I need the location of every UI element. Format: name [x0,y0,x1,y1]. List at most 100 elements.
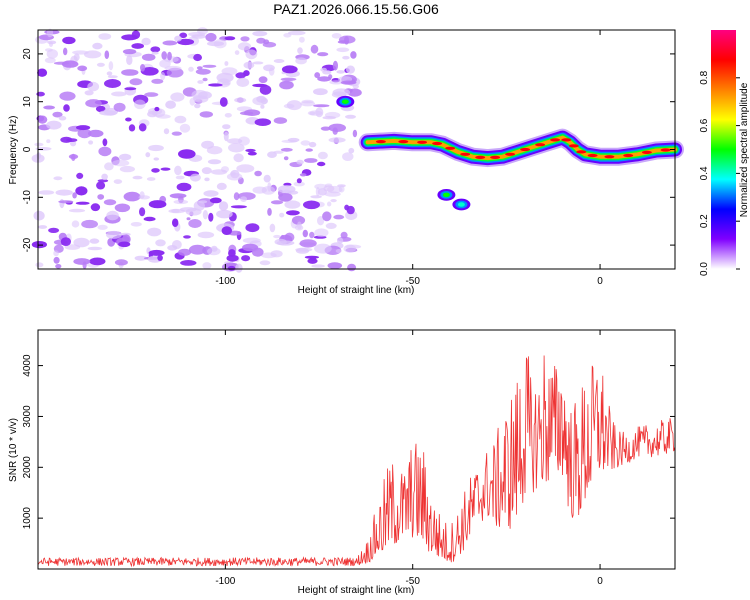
spectrogram-noise-cell [348,147,355,154]
spectrogram-noise-cell [224,61,229,66]
spectrogram-noise-cell [335,249,342,253]
spectrogram-noise-cell [143,216,156,222]
spectrogram-noise-cell [226,172,243,181]
spectrogram-ridge-peak [587,153,598,158]
spectrogram-noise-cell [236,164,255,173]
spectrogram-noise-cell [178,248,192,256]
spectrogram-noise-cell [164,65,182,71]
y-tick-label: 0 [22,146,33,152]
spectrogram-noise-cell [178,149,196,159]
spectrogram-noise-cell [188,66,194,72]
spectrogram-noise-cell [37,115,48,124]
spectrogram-noise-cell [197,231,215,239]
spectrogram-noise-cell [201,167,212,175]
spectrogram-noise-cell [131,43,144,49]
spectrogram-noise-cell [98,146,112,157]
spectrogram-noise-cell [208,83,223,87]
spectrogram-noise-cell [283,156,289,161]
spectrogram-noise-cell [144,92,159,97]
x-tick-label: -50 [405,576,420,587]
spectrogram-noise-cell [221,226,232,236]
spectrogram-noise-cell [104,50,110,59]
spectrogram-noise-cell [46,139,51,144]
spectrogram-noise-cell [43,105,55,110]
spectrogram-noise-cell [124,87,137,91]
x-tick-label: 0 [597,576,603,587]
spectrogram-noise-cell [317,76,332,82]
spectrogram-noise-cell [134,99,146,110]
snr-panel: -100 -50 0 1000 2000 3000 4000 Height of stra… [8,329,676,596]
spectrogram-noise-cell [196,66,203,70]
spectrogram-noise-cell [111,91,127,97]
spectrogram-noise-cell [77,65,88,72]
spectrogram-noise-cell [188,244,207,255]
spectrogram-noise-cell [167,51,172,61]
spectrogram-noise-cell [230,205,247,209]
spectrogram-noise-cell [315,187,320,197]
spectrogram-noise-cell [195,68,211,75]
spectrogram-noise-cell [202,77,208,82]
spectrogram-noise-cell [317,151,328,160]
spectrogram-ridge-peak [561,138,572,142]
spectrogram-noise-cell [151,78,164,84]
spectrogram-noise-cell [148,200,167,209]
spectrogram-noise-cell [216,182,227,190]
spectrogram-noise-cell [314,228,329,237]
spectrogram-noise-cell [180,260,197,266]
spectrogram-noise-cell [155,239,166,247]
spectrogram-noise-cell [191,89,208,100]
spectrogram-noise-cell [38,225,48,229]
spectrogram-noise-cell [213,39,227,49]
spectrogram-noise-cell [314,72,321,79]
spectrogram-noise-cell [160,72,166,81]
spectrogram-noise-cell [199,111,213,118]
spectrogram-noise-cell [293,181,305,187]
spectrogram-noise-cell [45,48,53,52]
spectrogram-noise-cell [258,76,268,84]
spectrogram-noise-cell [46,120,62,130]
spectrogram-noise-cell [287,137,300,143]
spectrogram-noise-cell [96,181,106,190]
spectrogram-noise-cell [252,30,268,37]
spectrogram-ridge-peak [475,155,486,159]
spectrogram-noise-cell [296,159,304,165]
spectrogram-noise-cell [55,264,62,269]
spectrogram-noise-cell [111,159,130,167]
spectrogram-noise-cell [198,200,208,204]
spectrogram-noise-cell [72,192,77,199]
spectrogram-noise-cell [46,28,54,38]
spectrogram-noise-cell [288,30,306,36]
spectrogram-noise-cell [140,64,146,72]
spectrogram-noise-cell [254,118,271,126]
spectrogram-noise-cell [279,212,285,218]
spectrogram-noise-cell [139,191,145,199]
spectrogram-noise-cell [87,129,104,138]
spectrogram-noise-cell [267,151,277,158]
spectrogram-noise-cell [95,105,106,113]
spectrogram-noise-cell [203,190,219,197]
spectrogram-noise-cell [286,210,300,216]
spectrogram-noise-cell [59,91,76,101]
spectrogram-noise-cell [235,263,243,273]
spectrogram-noise-cell [245,223,260,233]
spectrogram-noise-cell [208,212,214,222]
spectrogram-noise-cell [188,32,206,37]
spectrogram-noise-cell [322,211,332,222]
spectrogram-noise-cell [314,243,332,254]
spectrogram-noise-cell [324,111,341,119]
spectrogram-noise-cell [234,97,247,103]
spectrogram-noise-cell [106,230,122,239]
spectrogram-noise-cell [172,240,182,250]
snr-series-line [37,355,676,568]
spectrogram-ridge-peak [432,141,443,146]
spectrogram-noise-cell [347,88,362,97]
spectrogram-noise-cell [159,59,171,68]
y-tick-label: 4000 [22,354,33,377]
spectrogram-noise-cell [90,203,101,212]
spectrogram-noise-cell [297,47,303,54]
spectrogram-noise-cell [108,61,114,71]
spectrogram-ridge-peak [623,153,634,158]
colorbar-tick-label: 0.8 [699,70,710,84]
spectrogram-noise-cell [284,200,301,209]
spectrogram-noise-cell [113,179,123,185]
